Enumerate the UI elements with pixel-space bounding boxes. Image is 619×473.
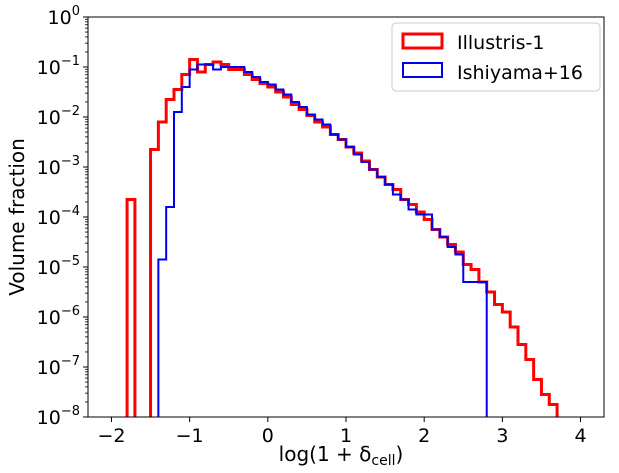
series-line-ishiyama-16 — [157, 63, 488, 417]
legend-box — [391, 22, 601, 92]
legend-swatch-ishiyama — [402, 62, 443, 78]
x-tick-label: 0 — [262, 425, 274, 447]
x-tick-label: −2 — [97, 425, 125, 447]
x-tick-label: −1 — [176, 425, 204, 447]
y-tick-label: 10−3 — [37, 154, 80, 179]
y-axis-label: Volume fraction — [5, 138, 29, 296]
legend: Illustris-1 Ishiyama+16 — [391, 22, 601, 92]
y-tick-label: 10−6 — [37, 304, 80, 329]
legend-swatch-illustris — [401, 32, 444, 50]
x-axis: −2 −1 0 1 2 3 4 — [97, 417, 587, 447]
legend-label-illustris: Illustris-1 — [457, 32, 545, 54]
y-axis: 100 10−1 10−2 10−3 10−4 10−5 10−6 10−7 10−8 — [37, 4, 88, 429]
y-tick-label: 10−7 — [37, 354, 80, 379]
x-tick-label: 2 — [418, 425, 430, 447]
legend-label-ishiyama: Ishiyama+16 — [457, 62, 583, 84]
y-tick-label: 100 — [48, 4, 80, 29]
y-tick-label: 10−8 — [37, 404, 80, 429]
y-tick-label: 10−4 — [37, 204, 80, 229]
y-tick-label: 10−2 — [37, 104, 80, 129]
plot-area — [125, 58, 559, 417]
y-tick-label: 10−1 — [37, 54, 80, 79]
y-tick-label: 10−5 — [37, 254, 80, 279]
series-line-illustris-1 — [125, 58, 559, 417]
x-axis-label: log(1 + δcell) — [279, 442, 404, 469]
x-tick-label: 3 — [496, 425, 508, 447]
x-tick-label: 1 — [340, 425, 352, 447]
x-tick-label: 4 — [574, 425, 586, 447]
